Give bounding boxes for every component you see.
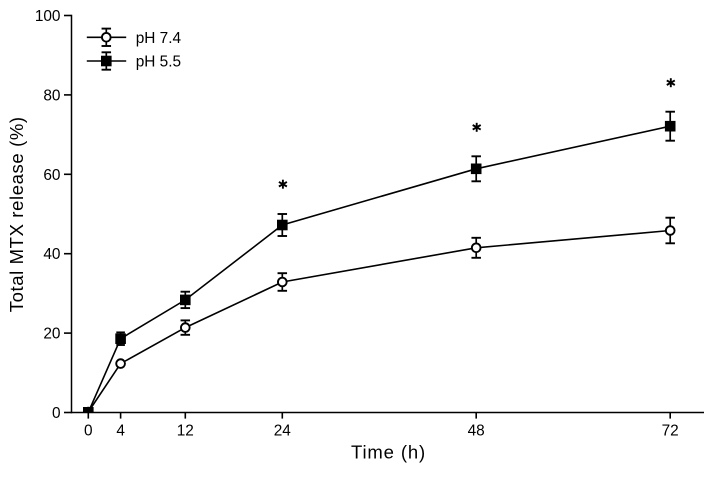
svg-text:pH 5.5: pH 5.5 <box>136 54 181 71</box>
svg-text:0: 0 <box>84 422 93 439</box>
svg-text:0: 0 <box>52 405 61 422</box>
svg-text:72: 72 <box>662 422 679 439</box>
svg-text:4: 4 <box>116 422 125 439</box>
svg-text:100: 100 <box>35 8 61 25</box>
svg-text:12: 12 <box>177 422 194 439</box>
svg-text:48: 48 <box>468 422 485 439</box>
svg-text:40: 40 <box>43 246 60 263</box>
svg-text:Total MTX release (%): Total MTX release (%) <box>6 116 27 312</box>
svg-text:pH 7.4: pH 7.4 <box>136 30 182 47</box>
svg-text:20: 20 <box>43 326 60 343</box>
svg-text:80: 80 <box>43 87 60 104</box>
svg-text:Time (h): Time (h) <box>351 442 426 463</box>
svg-text:24: 24 <box>274 422 292 439</box>
svg-text:60: 60 <box>43 167 60 184</box>
